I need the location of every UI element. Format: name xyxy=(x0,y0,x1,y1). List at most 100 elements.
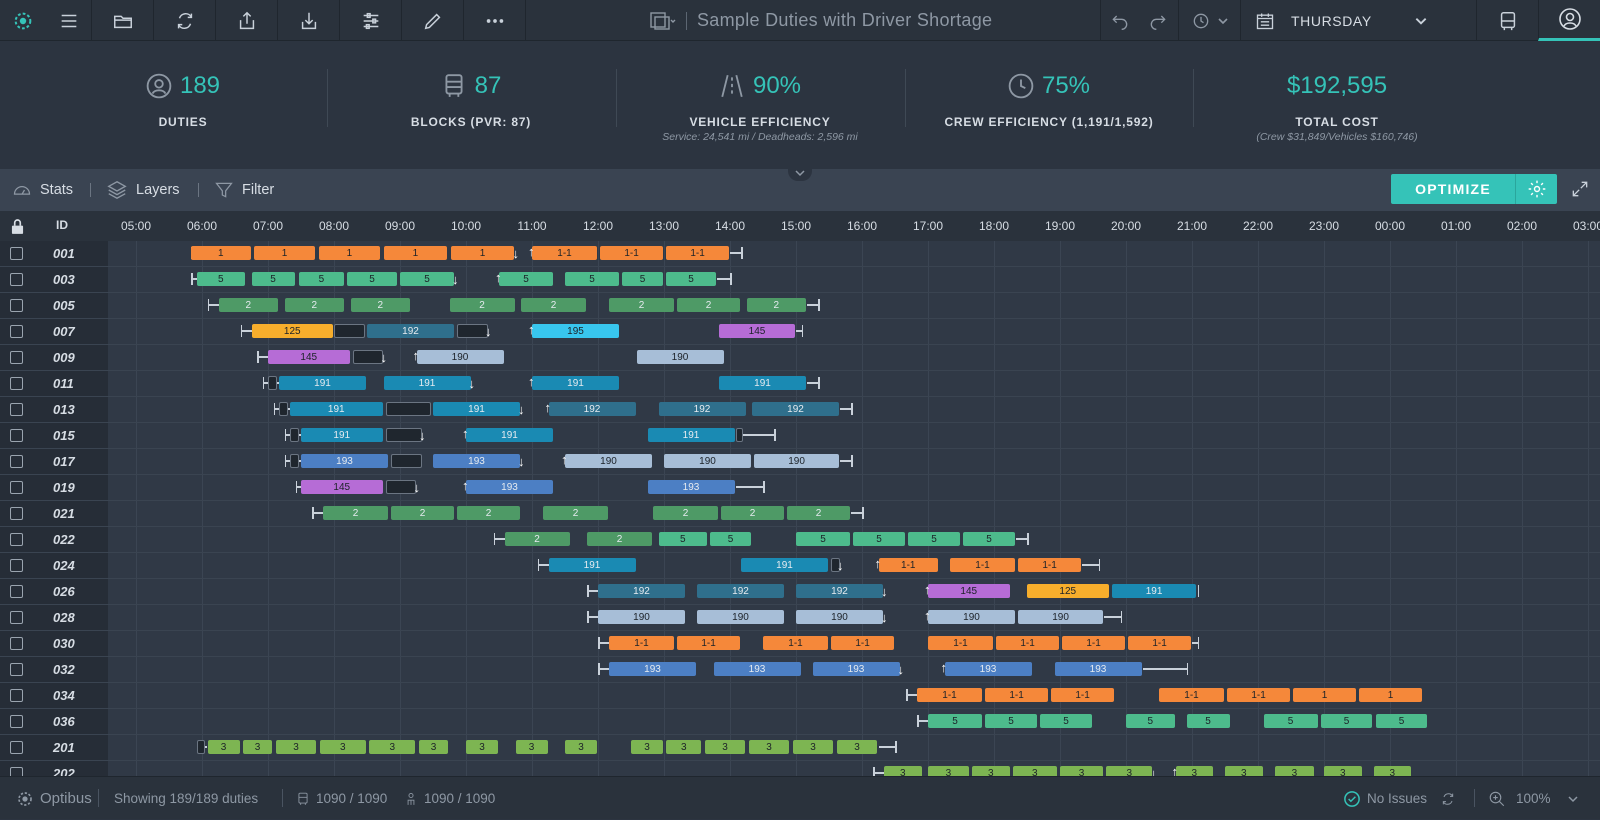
trip-bar[interactable]: 3 xyxy=(418,740,449,754)
trip-bar[interactable]: 3 xyxy=(1012,766,1057,776)
row-checkbox[interactable] xyxy=(10,403,23,416)
trip-bar[interactable]: 192 xyxy=(598,584,685,598)
trip-bar[interactable]: 191 xyxy=(466,428,553,442)
trip-bar[interactable]: 5 xyxy=(710,532,751,546)
trip-bar[interactable]: 3 xyxy=(792,740,834,754)
trip-bar[interactable]: 5 xyxy=(985,714,1037,728)
trip-bar[interactable]: 2 xyxy=(350,298,410,312)
trip-bar[interactable]: 193 xyxy=(433,454,520,468)
trip-bar[interactable]: 1-1 xyxy=(928,636,993,650)
trip-bar[interactable]: 190 xyxy=(796,610,883,624)
duty-id[interactable]: 021 xyxy=(53,506,75,521)
duty-id[interactable]: 034 xyxy=(53,688,75,703)
trip-bar[interactable]: 2 xyxy=(504,532,570,546)
trip-bar[interactable]: 193 xyxy=(812,662,900,676)
deadhead-bar[interactable] xyxy=(457,324,488,338)
trip-bar[interactable]: 191 xyxy=(433,402,520,416)
trip-bar[interactable]: 3 xyxy=(631,740,663,754)
deadhead-bar[interactable] xyxy=(268,376,277,390)
trip-bar[interactable]: 192 xyxy=(367,324,454,338)
trip-bar[interactable]: 3 xyxy=(836,740,878,754)
trip-bar[interactable]: 193 xyxy=(944,662,1032,676)
row-checkbox[interactable] xyxy=(10,299,23,312)
more-icon[interactable] xyxy=(464,0,526,41)
trip-bar[interactable]: 191 xyxy=(647,428,735,442)
trip-bar[interactable]: 5 xyxy=(251,272,295,286)
trip-bar[interactable]: 190 xyxy=(1018,610,1103,624)
row-checkbox[interactable] xyxy=(10,611,23,624)
menu-icon[interactable] xyxy=(46,0,92,41)
trip-bar[interactable]: 145 xyxy=(719,324,795,338)
trip-bar[interactable]: 5 xyxy=(1320,714,1373,728)
trip-bar[interactable]: 192 xyxy=(752,402,839,416)
duty-id[interactable]: 005 xyxy=(53,298,75,313)
trip-bar[interactable]: 5 xyxy=(1126,714,1175,728)
trip-bar[interactable]: 1-1 xyxy=(1018,558,1081,572)
duty-id[interactable]: 013 xyxy=(53,402,75,417)
trip-bar[interactable]: 1-1 xyxy=(1159,688,1224,702)
trip-bar[interactable]: 1-1 xyxy=(666,246,729,260)
logo-icon[interactable] xyxy=(0,0,46,41)
trip-bar[interactable]: 3 xyxy=(666,740,702,754)
expand-icon[interactable] xyxy=(1568,177,1592,201)
duty-id[interactable]: 036 xyxy=(53,714,75,729)
trip-bar[interactable]: 190 xyxy=(598,610,685,624)
refresh-icon[interactable] xyxy=(154,0,216,41)
history-button[interactable] xyxy=(1178,0,1240,41)
trip-bar[interactable]: 2 xyxy=(218,298,278,312)
user-icon[interactable] xyxy=(1538,0,1600,41)
deadhead-bar[interactable] xyxy=(279,402,288,416)
deadhead-bar[interactable] xyxy=(391,454,422,468)
trip-bar[interactable]: 3 xyxy=(565,740,597,754)
row-checkbox[interactable] xyxy=(10,637,23,650)
row-checkbox[interactable] xyxy=(10,741,23,754)
layers-toggle[interactable]: Layers xyxy=(106,169,180,211)
trip-bar[interactable]: 193 xyxy=(647,480,735,494)
trip-bar[interactable]: 1-1 xyxy=(609,636,674,650)
trip-bar[interactable]: 2 xyxy=(323,506,388,520)
deadhead-bar[interactable] xyxy=(290,428,299,442)
duty-id[interactable]: 007 xyxy=(53,324,75,339)
trip-bar[interactable]: 190 xyxy=(754,454,839,468)
duty-id[interactable]: 017 xyxy=(53,454,75,469)
trip-bar[interactable]: 5 xyxy=(400,272,454,286)
id-column-header[interactable]: ID xyxy=(56,218,68,232)
trip-bar[interactable]: 3 xyxy=(1324,766,1362,776)
duty-id[interactable]: 011 xyxy=(53,376,74,391)
trip-bar[interactable]: 3 xyxy=(928,766,969,776)
duty-id[interactable]: 001 xyxy=(53,246,75,261)
trip-bar[interactable]: 2 xyxy=(787,506,850,520)
trip-bar[interactable]: 3 xyxy=(972,766,1010,776)
trip-bar[interactable]: 1-1 xyxy=(1051,688,1114,702)
optimize-settings-button[interactable] xyxy=(1515,174,1557,204)
trip-bar[interactable]: 5 xyxy=(565,272,619,286)
trip-bar[interactable]: 191 xyxy=(719,376,806,390)
trip-bar[interactable]: 1 xyxy=(318,246,381,260)
trip-bar[interactable]: 145 xyxy=(268,350,350,364)
trip-bar[interactable]: 5 xyxy=(1263,714,1318,728)
trip-bar[interactable]: 5 xyxy=(658,532,707,546)
issues-indicator[interactable]: No Issues xyxy=(1343,777,1427,820)
trip-bar[interactable]: 5 xyxy=(928,714,982,728)
trip-bar[interactable]: 1 xyxy=(450,246,515,260)
trip-bar[interactable]: 193 xyxy=(466,480,553,494)
trip-bar[interactable]: 1-1 xyxy=(985,688,1048,702)
trip-bar[interactable]: 190 xyxy=(664,454,751,468)
trip-bar[interactable]: 2 xyxy=(746,298,806,312)
trip-bar[interactable]: 1-1 xyxy=(831,636,894,650)
trip-bar[interactable]: 1-1 xyxy=(1128,636,1191,650)
redo-icon[interactable] xyxy=(1138,0,1178,41)
trip-bar[interactable]: 3 xyxy=(704,740,746,754)
trip-bar[interactable]: 5 xyxy=(622,272,663,286)
trip-bar[interactable]: 191 xyxy=(301,428,383,442)
trip-bar[interactable]: 5 xyxy=(347,272,397,286)
trip-bar[interactable]: 145 xyxy=(928,584,1010,598)
trip-bar[interactable]: 1-1 xyxy=(917,688,982,702)
trip-bar[interactable]: 5 xyxy=(298,272,344,286)
trip-bar[interactable]: 3 xyxy=(1060,766,1103,776)
trip-bar[interactable]: 191 xyxy=(290,402,383,416)
row-checkbox[interactable] xyxy=(10,351,23,364)
trip-bar[interactable]: 3 xyxy=(884,766,922,776)
trip-bar[interactable]: 3 xyxy=(207,740,240,754)
trip-bar[interactable]: 3 xyxy=(319,740,366,754)
